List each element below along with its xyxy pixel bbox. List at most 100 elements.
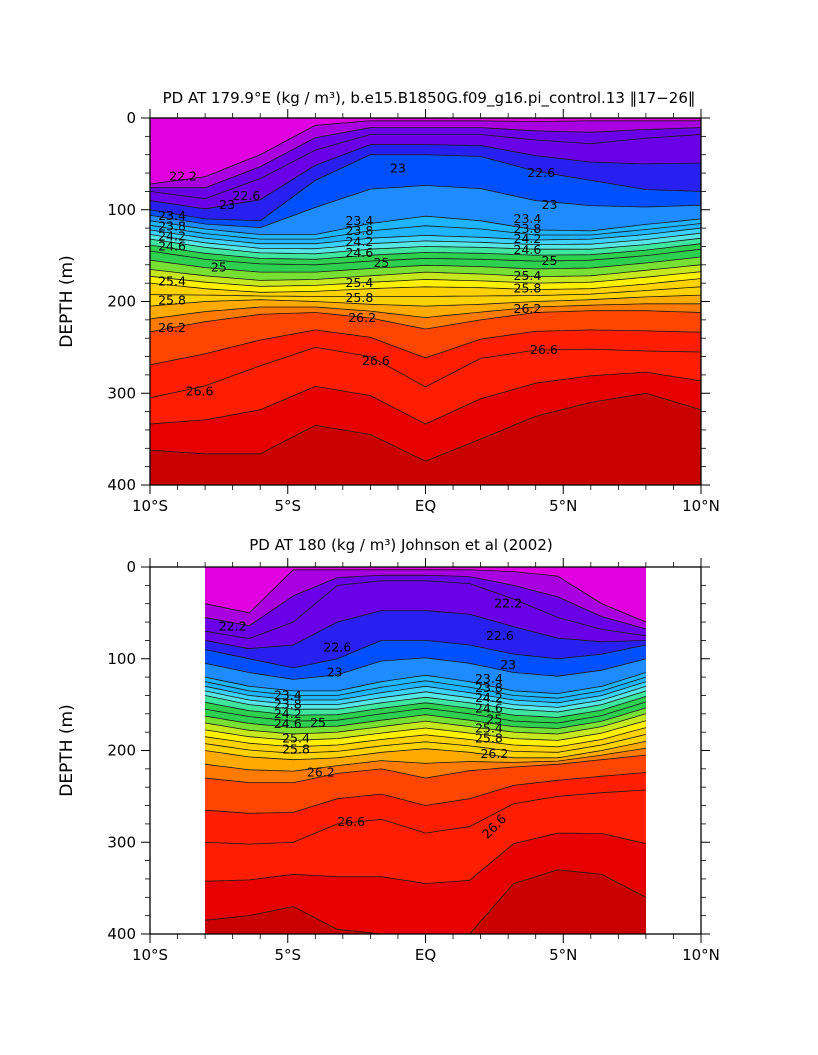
bottom-contour-line	[205, 869, 647, 934]
bottom-contour-label: 23.4	[274, 687, 302, 702]
bottom-density-band	[205, 772, 646, 845]
bottom-contour-line	[205, 707, 647, 729]
top-contour-label: 26.2	[514, 301, 542, 316]
top-contour-label: 23	[542, 197, 558, 212]
top-contour-label: 26.6	[362, 353, 390, 368]
bottom-density-band	[205, 748, 646, 783]
top-contour-label: 25.4	[514, 268, 542, 283]
top-contour-label: 22.6	[527, 165, 555, 180]
top-contour-line	[150, 154, 701, 222]
top-contour-line	[150, 237, 701, 255]
bottom-contour-label: 22.2	[494, 596, 522, 611]
top-contour-label: 23.4	[514, 211, 542, 226]
bottom-contour-line	[205, 832, 646, 884]
bottom-contour-label: 23.8	[475, 680, 503, 695]
bottom-contour-label: 24.2	[274, 706, 302, 721]
top-y-axis-label: DEPTH (m)	[57, 255, 77, 347]
top-contour-label: 26.2	[348, 310, 376, 325]
bottom-contour-label: 24.2	[475, 690, 503, 705]
bottom-contour-line	[205, 569, 647, 623]
top-contour-label: 24.2	[345, 234, 373, 249]
bottom-density-band	[205, 657, 646, 694]
top-contour-line	[150, 346, 701, 399]
bottom-contour-line	[205, 676, 647, 699]
top-contour-line	[150, 232, 701, 250]
bottom-contour-label: 23.8	[274, 697, 302, 712]
bottom-contour-label: 26.2	[307, 765, 335, 780]
bottom-contour-line	[205, 740, 646, 761]
top-contour-line	[150, 223, 701, 240]
top-contour-line	[150, 127, 701, 189]
top-contour-label: 24.6	[514, 242, 542, 257]
top-density-band	[150, 393, 701, 485]
bottom-contour-label: 24.6	[475, 700, 503, 715]
bottom-density-band	[205, 672, 646, 699]
bottom-contour-label: 23	[327, 665, 343, 680]
top-contour-label: 25	[211, 260, 227, 275]
bottom-density-band	[205, 610, 646, 668]
top-x-tick-label: 5°S	[274, 497, 301, 515]
bottom-contour-line	[205, 580, 646, 640]
top-contour-line	[150, 329, 701, 366]
bottom-contour-line	[205, 789, 646, 845]
bottom-contour-label: 25	[310, 715, 326, 730]
top-density-band	[150, 127, 701, 199]
bottom-contour-label: 25.4	[475, 720, 503, 735]
bottom-y-axis-label: DEPTH (m)	[57, 704, 77, 796]
top-axis-ticks: 10°S 5°S EQ 5°N 10°N 0 100 200 300 400	[107, 109, 720, 515]
bottom-density-band	[205, 701, 646, 729]
top-density-band	[150, 216, 701, 240]
bottom-contour-lines	[205, 569, 647, 934]
top-density-band	[150, 228, 701, 249]
top-density-field	[150, 118, 701, 485]
bottom-contour-line	[205, 574, 647, 630]
bottom-contour-line	[205, 640, 646, 669]
top-x-tick-label: 5°N	[549, 497, 577, 515]
bottom-density-band	[205, 580, 646, 649]
bottom-density-band	[205, 713, 646, 741]
top-x-tick-label: 10°N	[682, 497, 720, 515]
bottom-y-tick-label: 0	[126, 558, 136, 576]
top-density-band	[150, 238, 701, 260]
bottom-density-band	[205, 677, 646, 703]
top-density-band	[150, 310, 701, 365]
bottom-density-band	[205, 790, 646, 884]
bottom-contour-label: 25	[486, 711, 502, 726]
top-contour-label: 26.6	[530, 342, 558, 357]
bottom-x-tick-label: 5°S	[274, 946, 301, 964]
bottom-contour-label: 25.8	[475, 731, 503, 746]
top-contour-label: 23.8	[158, 218, 186, 233]
top-contour-line	[150, 286, 701, 297]
top-contour-label: 22.2	[169, 169, 197, 184]
top-contour-label: 23.8	[345, 223, 373, 238]
bottom-density-band	[205, 569, 646, 629]
bottom-contour-line	[205, 701, 647, 724]
top-contour-label: 24.6	[345, 245, 373, 260]
bottom-density-band	[205, 681, 646, 708]
bottom-y-tick-label: 400	[107, 925, 136, 943]
top-contour-line	[150, 278, 701, 293]
bottom-contour-label: 25.8	[282, 742, 310, 757]
top-contour-label: 23.4	[158, 208, 186, 223]
top-density-band	[150, 295, 701, 319]
bottom-contour-label: 24.6	[274, 716, 302, 731]
top-contour-label: 23.8	[514, 221, 542, 236]
top-y-tick-label: 100	[107, 201, 136, 219]
top-density-band	[150, 249, 701, 273]
top-contour-label: 24.6	[158, 238, 186, 253]
bottom-x-tick-label: EQ	[415, 946, 436, 964]
top-x-tick-label: EQ	[415, 497, 436, 515]
top-contour-line	[150, 215, 701, 235]
bottom-panel: PD AT 180 (kg / m³) Johnson et al (2002)…	[57, 536, 720, 964]
top-contour-line	[150, 294, 701, 307]
top-contour-line	[150, 303, 701, 320]
bottom-y-tick-label: 200	[107, 742, 136, 760]
bottom-density-field	[205, 567, 646, 934]
top-y-tick-label: 400	[107, 476, 136, 494]
top-contour-label: 25.8	[345, 290, 373, 305]
bottom-x-tick-label: 10°S	[132, 946, 168, 964]
top-contour-label: 23	[219, 197, 235, 212]
top-contour-label: 25	[373, 255, 389, 270]
top-contour-line	[150, 184, 701, 229]
